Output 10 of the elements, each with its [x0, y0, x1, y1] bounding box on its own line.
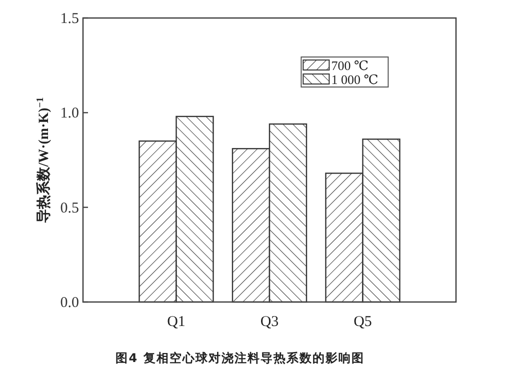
caption: 图4 复相空心球对浇注料导热系数的影响图	[116, 351, 364, 365]
y-tick-label: 1.0	[60, 106, 79, 122]
x-tick-label: Q1	[167, 314, 186, 330]
y-tick-label: 0.0	[60, 295, 79, 311]
x-tick-label: Q3	[260, 314, 279, 330]
x-tick-label: Q5	[354, 314, 372, 330]
y-tick-label: 0.5	[60, 200, 79, 216]
y-tick-label: 1.5	[60, 11, 79, 27]
legend-label: 1 000 ℃	[331, 72, 378, 87]
legend-label: 700 ℃	[331, 58, 368, 73]
